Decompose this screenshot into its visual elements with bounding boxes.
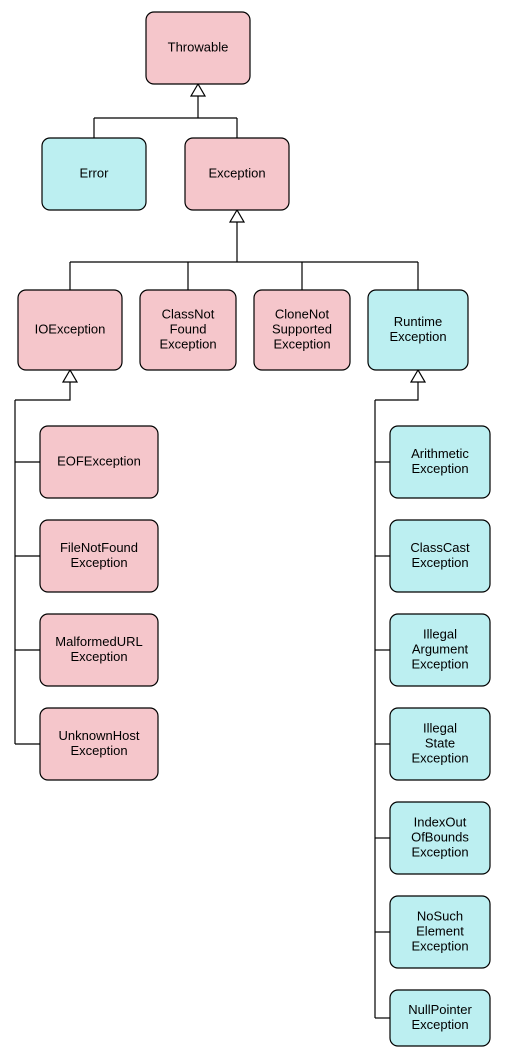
node-label: Exception xyxy=(411,461,468,476)
node-clonenot: CloneNotSupportedException xyxy=(254,290,350,370)
node-label: Throwable xyxy=(168,39,229,54)
node-runtime: RuntimeException xyxy=(368,290,468,370)
node-label: UnknownHost xyxy=(59,728,140,743)
node-label: FileNotFound xyxy=(60,540,138,555)
exception-hierarchy-diagram: Throwable Error Exception IOException ClassN… xyxy=(0,0,512,1052)
node-label: Exception xyxy=(70,555,127,570)
node-label: Exception xyxy=(208,165,265,180)
node-label: IndexOut xyxy=(414,814,467,829)
node-label: Exception xyxy=(411,750,468,765)
node-label: Supported xyxy=(272,321,332,336)
node-label: Exception xyxy=(411,938,468,953)
node-illstate: IllegalStateException xyxy=(390,708,490,780)
node-fnf: FileNotFoundException xyxy=(40,520,158,592)
node-label: MalformedURL xyxy=(55,634,142,649)
node-ioexception: IOException xyxy=(18,290,122,370)
node-label: Arithmetic xyxy=(411,446,469,461)
node-illarg: IllegalArgumentException xyxy=(390,614,490,686)
node-label: Found xyxy=(170,321,207,336)
node-label: State xyxy=(425,735,455,750)
node-label: Argument xyxy=(412,641,469,656)
node-indexoob: IndexOutOfBoundsException xyxy=(390,802,490,874)
node-label: ClassCast xyxy=(410,540,470,555)
node-label: NullPointer xyxy=(408,1002,472,1017)
node-label: Illegal xyxy=(423,720,457,735)
node-unk: UnknownHostException xyxy=(40,708,158,780)
node-label: IOException xyxy=(35,321,106,336)
node-label: Exception xyxy=(411,555,468,570)
node-label: Exception xyxy=(70,649,127,664)
node-throwable: Throwable xyxy=(146,12,250,84)
node-label: Exception xyxy=(389,329,446,344)
node-label: NoSuch xyxy=(417,908,463,923)
node-mal: MalformedURLException xyxy=(40,614,158,686)
node-nullptr: NullPointerException xyxy=(390,990,490,1046)
node-label: Exception xyxy=(70,743,127,758)
node-label: Element xyxy=(416,923,464,938)
node-label: Exception xyxy=(411,844,468,859)
node-label: Illegal xyxy=(423,626,457,641)
node-label: Exception xyxy=(411,1017,468,1032)
node-nosuch: NoSuchElementException xyxy=(390,896,490,968)
node-label: ClassNot xyxy=(162,306,215,321)
node-label: OfBounds xyxy=(411,829,469,844)
node-label: Exception xyxy=(273,336,330,351)
node-label: CloneNot xyxy=(275,306,330,321)
node-classnotfound: ClassNotFoundException xyxy=(140,290,236,370)
node-exception: Exception xyxy=(185,138,289,210)
node-arith: ArithmeticException xyxy=(390,426,490,498)
node-label: Error xyxy=(80,165,110,180)
node-error: Error xyxy=(42,138,146,210)
node-label: EOFException xyxy=(57,453,141,468)
node-ccast: ClassCastException xyxy=(390,520,490,592)
node-label: Runtime xyxy=(394,314,442,329)
node-label: Exception xyxy=(411,656,468,671)
node-eof: EOFException xyxy=(40,426,158,498)
node-label: Exception xyxy=(159,336,216,351)
